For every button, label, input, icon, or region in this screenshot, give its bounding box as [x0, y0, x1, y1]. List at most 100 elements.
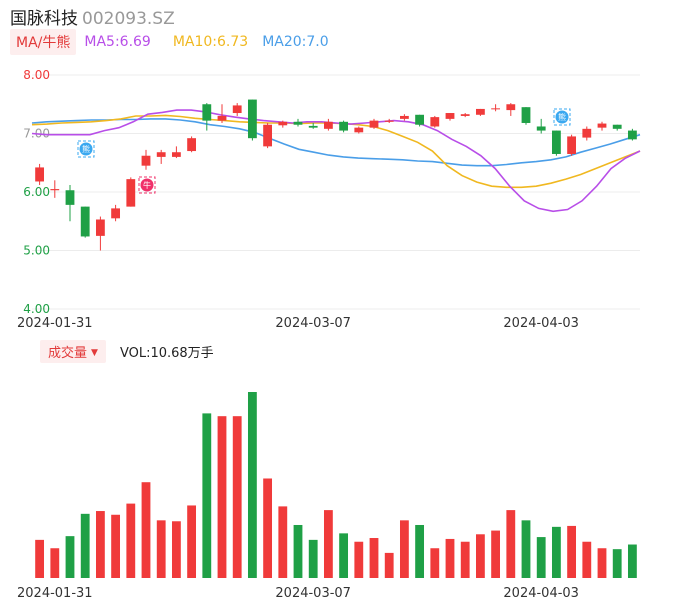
candle	[491, 104, 501, 112]
candle	[156, 149, 166, 164]
candle	[399, 114, 409, 121]
candle	[308, 122, 318, 129]
candle	[415, 114, 425, 127]
volume-bar	[65, 536, 75, 578]
volume-bar	[339, 533, 349, 578]
marker-frame	[553, 108, 571, 126]
candle	[202, 103, 212, 131]
candle	[551, 130, 561, 156]
candle	[339, 120, 349, 133]
volume-bar	[415, 524, 425, 578]
candle	[567, 134, 577, 156]
price-y-axis: 8.007.006.005.004.00	[23, 68, 50, 316]
x-tick-label: 2024-03-07	[275, 586, 351, 601]
candle-body	[536, 126, 546, 131]
candle-body	[80, 206, 90, 237]
stock-title: 国脉科技 002093.SZ	[10, 4, 175, 29]
ma5-value: MA5:6.69	[84, 34, 151, 50]
volume-bar	[171, 521, 181, 578]
candle	[141, 149, 151, 170]
volume-bar	[567, 525, 577, 578]
candle	[597, 121, 607, 131]
candle	[582, 126, 592, 141]
x-tick-label: 2024-01-31	[17, 586, 93, 601]
caret-down-icon: ▼	[91, 348, 98, 358]
volume-bar	[445, 538, 455, 578]
candle	[95, 216, 105, 251]
candle	[384, 118, 394, 123]
volume-bar	[263, 478, 273, 578]
marker-label: 熊	[82, 144, 90, 154]
volume-bar	[232, 416, 242, 578]
candle	[323, 118, 333, 131]
volume-bar	[80, 513, 90, 578]
candle-body	[247, 99, 257, 139]
candle	[293, 118, 303, 127]
volume-bar	[536, 537, 546, 578]
candle-body	[399, 115, 409, 119]
volume-bar	[384, 552, 394, 578]
candle-body	[384, 120, 394, 122]
candle-body	[612, 124, 622, 129]
volume-bar	[506, 510, 516, 578]
candle-body	[551, 130, 561, 154]
volume-bar	[308, 539, 318, 578]
volume-bar	[35, 539, 45, 578]
ma5-line	[31, 109, 641, 213]
candle-body	[339, 121, 349, 131]
candle	[430, 115, 440, 128]
candle-body	[597, 123, 607, 128]
candle-body	[491, 108, 501, 110]
volume-legend: 成交量 ▼ VOL:10.68万手	[40, 339, 214, 363]
candle	[111, 204, 121, 222]
candle	[126, 177, 136, 207]
x-tick-label: 2024-03-07	[275, 316, 351, 331]
candle-body	[627, 130, 637, 140]
bear-marker-icon: 熊	[77, 140, 95, 158]
price-x-axis: 2024-01-31 2024-03-07 2024-04-03	[17, 316, 579, 331]
volume-bar	[551, 526, 561, 578]
volume-bar	[141, 482, 151, 578]
candle-body	[308, 125, 318, 128]
candle-body	[415, 114, 425, 125]
ma10-value: MA10:6.73	[172, 34, 249, 50]
candle-body	[567, 136, 577, 154]
candle	[627, 128, 637, 141]
ma-indicator-tag[interactable]: MA/牛熊	[10, 29, 77, 55]
candle	[65, 184, 75, 222]
candle-body	[430, 117, 440, 127]
marker-dot	[140, 178, 154, 192]
volume-bar	[612, 549, 622, 578]
marker-frame	[138, 176, 156, 194]
candle	[50, 180, 60, 198]
volume-bar	[95, 511, 105, 578]
candle-body	[35, 167, 45, 182]
marker-frame	[77, 140, 95, 158]
bear-marker-icon: 熊	[553, 108, 571, 126]
y-tick-label: 6.00	[23, 185, 50, 199]
candle	[217, 104, 227, 123]
volume-bar	[521, 520, 531, 578]
candle-body	[111, 208, 121, 219]
candle-body	[323, 121, 333, 129]
stock-code: 002093.SZ	[82, 9, 175, 29]
marker-dot	[79, 142, 93, 156]
candle	[232, 103, 242, 116]
candle-body	[475, 108, 485, 115]
candle-body	[217, 115, 227, 121]
volume-bar	[111, 514, 121, 578]
candle-body	[95, 219, 105, 236]
marker-label: 牛	[143, 180, 151, 190]
volume-bar	[460, 541, 470, 578]
volume-indicator-dropdown[interactable]: 成交量 ▼	[40, 339, 106, 363]
candle	[369, 118, 379, 129]
candle	[171, 146, 181, 159]
volume-bar	[475, 534, 485, 578]
candle-body	[141, 155, 151, 166]
ma-lines	[31, 109, 641, 213]
bull-marker-icon: 牛	[138, 176, 156, 194]
candle	[354, 126, 364, 134]
candle-body	[263, 124, 273, 147]
candle-body	[156, 152, 166, 157]
candle-body	[369, 120, 379, 128]
